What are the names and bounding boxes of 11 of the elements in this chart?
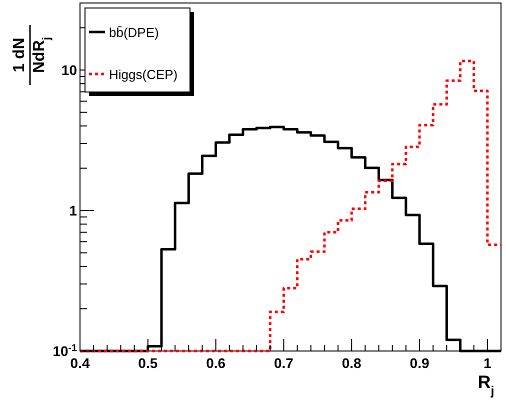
x-tick-label: 1 (484, 355, 492, 371)
x-axis-title: R$_{j}$ (478, 372, 494, 398)
legend-label: bb̄(DPE) (109, 25, 159, 40)
x-tick-label: 0.5 (138, 355, 158, 371)
y-tick-label: 1 (69, 202, 78, 219)
y-tick-label: 10 (61, 62, 78, 78)
x-tick-label: 0.9 (410, 355, 430, 371)
x-tick-label: 0.8 (342, 355, 362, 371)
legend-label: Higgs(CEP) (109, 67, 178, 82)
x-tick-label: 0.7 (274, 355, 294, 371)
x-tick-label: 0.6 (206, 355, 226, 371)
